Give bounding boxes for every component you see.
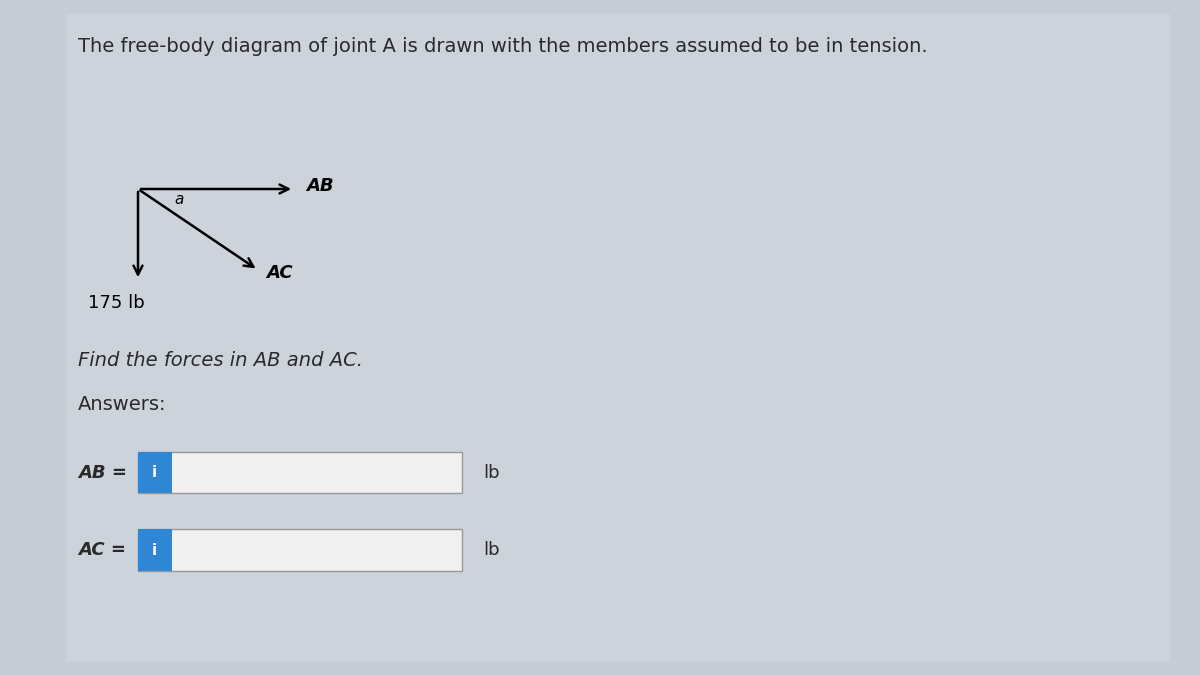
Text: Find the forces in AB and AC.: Find the forces in AB and AC.: [78, 351, 364, 370]
Text: i: i: [152, 465, 157, 480]
Text: AC: AC: [266, 265, 293, 282]
FancyBboxPatch shape: [138, 452, 462, 493]
Text: Answers:: Answers:: [78, 395, 167, 414]
Text: AC =: AC =: [78, 541, 126, 559]
Text: a: a: [174, 192, 184, 207]
FancyBboxPatch shape: [138, 452, 172, 493]
Text: lb: lb: [484, 541, 500, 559]
Text: 175 lb: 175 lb: [88, 294, 144, 312]
Text: The free-body diagram of joint A is drawn with the members assumed to be in tens: The free-body diagram of joint A is draw…: [78, 37, 928, 56]
FancyBboxPatch shape: [66, 14, 1170, 662]
Text: i: i: [152, 543, 157, 558]
Text: AB: AB: [306, 177, 334, 194]
FancyBboxPatch shape: [138, 529, 462, 571]
FancyBboxPatch shape: [138, 529, 172, 571]
Text: AB =: AB =: [78, 464, 127, 481]
Text: lb: lb: [484, 464, 500, 481]
